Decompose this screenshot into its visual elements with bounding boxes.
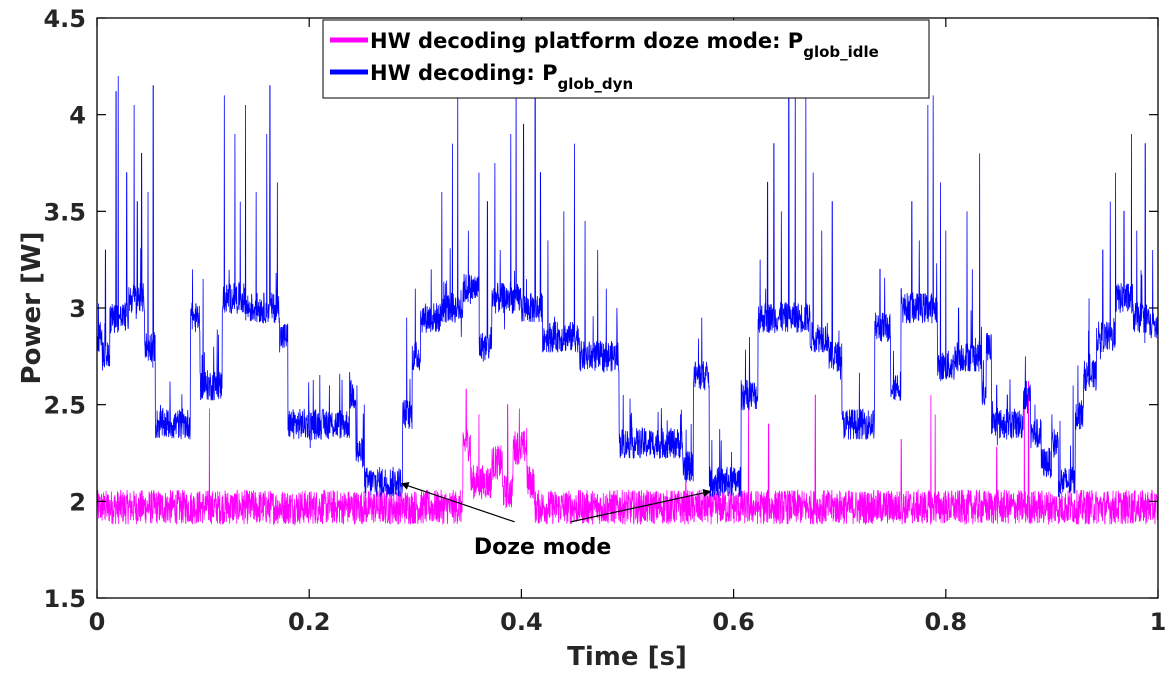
series-idle-line <box>97 381 1158 526</box>
y-axis-label: Power [W] <box>17 232 47 385</box>
x-tick-label: 0.4 <box>500 608 543 636</box>
legend: HW decoding platform doze mode: Pglob_id… <box>322 19 930 99</box>
annotation-arrow <box>570 489 712 523</box>
x-tick-label: 0.6 <box>712 608 755 636</box>
legend-box <box>322 19 930 99</box>
y-tick-label: 4.5 <box>43 5 86 33</box>
y-tick-label: 2.5 <box>43 392 86 420</box>
x-tick-label: 0.2 <box>288 608 331 636</box>
x-tick-label: 0.8 <box>925 608 968 636</box>
series-layer <box>97 46 1158 526</box>
y-axis-ticks: 1.5 2 2.5 3 3.5 4 4.5 <box>43 5 1158 613</box>
doze-mode-annotation: Doze mode <box>400 482 712 560</box>
x-tick-label: 0 <box>89 608 106 636</box>
series-dyn-line <box>97 46 1158 498</box>
legend-label-dyn-sub: glob_dyn <box>558 75 634 93</box>
y-tick-label: 1.5 <box>43 585 86 613</box>
annotation-label: Doze mode <box>474 535 611 560</box>
y-tick-label: 3 <box>69 295 86 323</box>
legend-label-idle: HW decoding platform doze mode: Pglob_id… <box>370 29 879 61</box>
annotation-arrow <box>400 482 515 523</box>
x-axis-ticks: 0 0.2 0.4 0.6 0.8 1 <box>89 18 1167 636</box>
x-tick-label: 1 <box>1150 608 1167 636</box>
y-tick-label: 2 <box>69 488 86 516</box>
legend-label-idle-main: HW decoding platform doze mode: P <box>370 29 803 53</box>
legend-label-dyn-main: HW decoding: P <box>370 61 558 85</box>
legend-label-idle-sub: glob_idle <box>803 43 879 61</box>
x-axis-label: Time [s] <box>567 642 687 672</box>
y-tick-label: 4 <box>69 102 86 130</box>
legend-label-dyn: HW decoding: Pglob_dyn <box>370 61 633 93</box>
y-tick-label: 3.5 <box>43 198 86 226</box>
